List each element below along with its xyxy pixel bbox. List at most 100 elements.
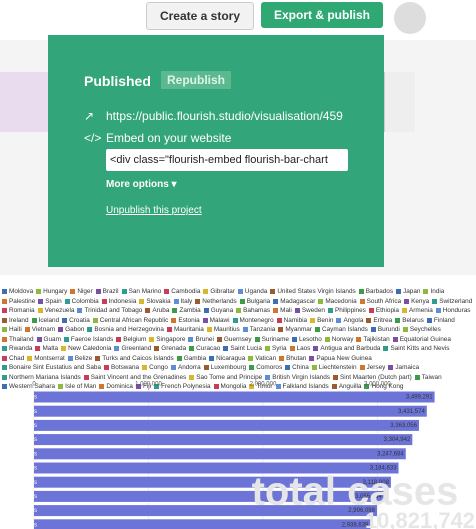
legend-item[interactable]: Ireland — [2, 316, 29, 326]
legend-item[interactable]: Palestine — [2, 297, 35, 307]
legend-item[interactable]: Angola — [336, 316, 363, 326]
legend-item[interactable]: Barbados — [358, 287, 393, 297]
legend-item[interactable]: Syria — [264, 344, 287, 354]
legend-item[interactable]: Singapore — [149, 335, 185, 345]
legend-item[interactable]: Benin — [310, 316, 333, 326]
legend-item[interactable]: Montenegro — [232, 316, 274, 326]
legend-item[interactable]: Mongolia — [213, 382, 246, 392]
legend-item[interactable]: Croatia — [62, 316, 90, 326]
legend-item[interactable]: Anguilla — [331, 382, 361, 392]
legend-item[interactable]: United States Virgin Islands — [270, 287, 356, 297]
legend-item[interactable]: San Marino — [121, 287, 161, 297]
legend-item[interactable]: Uganda — [237, 287, 267, 297]
more-options[interactable]: More options ▾ — [106, 179, 177, 190]
legend-item[interactable]: Trinidad and Tobago — [77, 306, 142, 316]
legend-item[interactable]: Cayman Islands — [315, 325, 368, 335]
legend-item[interactable]: Moldova — [2, 287, 33, 297]
legend-item[interactable]: Switzerland — [432, 297, 472, 307]
legend-item[interactable]: Bhutan — [279, 354, 306, 364]
legend-item[interactable]: Tanzania — [242, 325, 275, 335]
legend-item[interactable]: French Polynesia — [154, 382, 211, 392]
legend-item[interactable]: Montserrat — [27, 354, 65, 364]
legend-item[interactable]: Spain — [38, 297, 62, 307]
legend-item[interactable]: Zambia — [172, 306, 201, 316]
legend-item[interactable]: Comoros — [249, 363, 282, 373]
legend-item[interactable]: China — [285, 363, 309, 373]
user-avatar[interactable] — [394, 2, 426, 34]
legend-item[interactable]: Madagascar — [273, 297, 315, 307]
legend-item[interactable]: Saint Vincent and the Grenadines — [83, 373, 186, 383]
legend-item[interactable]: Macedonia — [318, 297, 357, 307]
legend-item[interactable]: Finland — [426, 316, 455, 326]
legend-item[interactable]: Curacao — [189, 344, 220, 354]
legend-item[interactable]: Mauritius — [206, 325, 240, 335]
legend-item[interactable]: Estonia — [171, 316, 200, 326]
legend-item[interactable]: New Caledonia — [61, 344, 111, 354]
legend-item[interactable]: Northern Mariana Islands — [2, 373, 81, 383]
legend-item[interactable]: Saint Kitts and Nevis — [383, 344, 449, 354]
legend-item[interactable]: Indonesia — [101, 297, 136, 307]
legend-item[interactable]: Timor — [249, 382, 273, 392]
legend-item[interactable]: Mali — [273, 306, 292, 316]
legend-item[interactable]: Niger — [70, 287, 93, 297]
legend-item[interactable]: Armenia — [401, 306, 433, 316]
legend-item[interactable]: Italy — [173, 297, 192, 307]
legend-item[interactable]: Guam — [36, 335, 61, 345]
legend-item[interactable]: Equatorial Guinea — [392, 335, 451, 345]
legend-item[interactable]: Gambia — [176, 354, 206, 364]
export-publish-button[interactable]: Export & publish — [261, 2, 383, 28]
legend-item[interactable]: Eritrea — [366, 316, 392, 326]
legend-item[interactable]: Luxembourg — [203, 363, 246, 373]
legend-item[interactable]: Honduras — [435, 306, 471, 316]
legend-item[interactable]: Malta — [35, 344, 58, 354]
legend-item[interactable]: Ethiopia — [368, 306, 399, 316]
legend-item[interactable]: Rwanda — [2, 344, 32, 354]
legend-item[interactable]: Antigua and Barbuda — [313, 344, 380, 354]
legend-item[interactable]: Botswana — [104, 363, 139, 373]
legend-item[interactable]: Slovakia — [139, 297, 171, 307]
legend-item[interactable]: Vatican — [248, 354, 276, 364]
legend-item[interactable]: Taiwan — [414, 373, 442, 383]
public-url[interactable]: https://public.flourish.studio/visualisa… — [106, 109, 343, 123]
legend-item[interactable]: Jamaica — [388, 363, 419, 373]
legend-item[interactable]: Turks and Caicos Islands — [95, 354, 174, 364]
legend-item[interactable]: Lesotho — [292, 335, 322, 345]
legend-item[interactable]: Romania — [2, 306, 35, 316]
legend-item[interactable]: Burundi — [370, 325, 400, 335]
legend-item[interactable]: South Africa — [359, 297, 401, 307]
legend-item[interactable]: Vietnam — [24, 325, 55, 335]
legend-item[interactable]: Iceland — [31, 316, 59, 326]
legend-item[interactable]: Venezuela — [37, 306, 74, 316]
legend-item[interactable]: Guyana — [203, 306, 233, 316]
legend-item[interactable]: Myanmar — [278, 325, 312, 335]
legend-item[interactable]: Bonaire Sint Eustatius and Saba — [2, 363, 101, 373]
republish-button[interactable]: Republish — [161, 71, 232, 89]
legend-item[interactable]: Isle of Man — [58, 382, 96, 392]
legend-item[interactable]: Fiji — [135, 382, 151, 392]
legend-item[interactable]: Sweden — [294, 306, 325, 316]
legend-item[interactable]: Kenya — [404, 297, 429, 307]
legend-item[interactable]: Grenada — [154, 344, 186, 354]
legend-item[interactable]: Brunei — [188, 335, 214, 345]
legend-item[interactable]: Chad — [2, 354, 24, 364]
legend-item[interactable]: Hungary — [36, 287, 67, 297]
legend-item[interactable]: Bahamas — [236, 306, 270, 316]
legend-item[interactable]: Sint Maarten (Dutch part) — [332, 373, 412, 383]
legend-item[interactable]: Liechtenstein — [311, 363, 357, 373]
legend-item[interactable]: Jersey — [359, 363, 385, 373]
legend-item[interactable]: Gabon — [58, 325, 84, 335]
legend-item[interactable]: Belarus — [395, 316, 424, 326]
legend-item[interactable]: British Virgin Islands — [265, 373, 330, 383]
unpublish-link[interactable]: Unpublish this project — [106, 205, 202, 216]
legend-item[interactable]: Colombia — [64, 297, 99, 307]
legend-item[interactable]: Seychelles — [402, 325, 441, 335]
legend-item[interactable]: Central African Republic — [92, 316, 168, 326]
legend-item[interactable]: Bulgaria — [239, 297, 270, 307]
legend-item[interactable]: Aruba — [145, 306, 169, 316]
legend-item[interactable]: Namibia — [276, 316, 307, 326]
legend-item[interactable]: Bosnia and Herzegovina — [87, 325, 164, 335]
embed-code-input[interactable]: <div class="flourish-embed flourish-bar-… — [106, 149, 348, 171]
create-story-button[interactable]: Create a story — [146, 2, 254, 30]
legend-item[interactable]: Guernsey — [216, 335, 252, 345]
legend-item[interactable]: India — [423, 287, 444, 297]
